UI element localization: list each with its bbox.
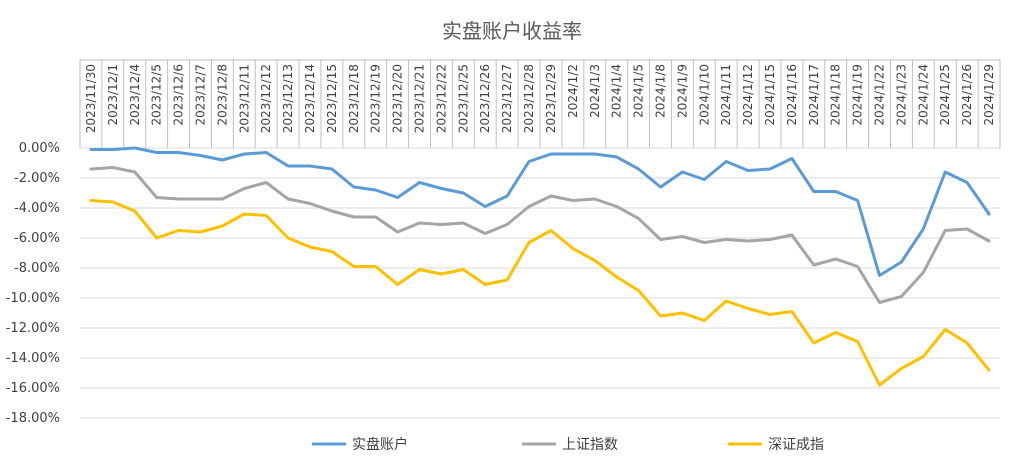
x-tick-label: 2023/12/28	[522, 64, 536, 133]
y-axis-ticks: 0.00% -2.00% -4.00% -6.00% -8.00% -10.00% -12.…	[6, 141, 60, 426]
x-tick-label: 2023/12/8	[215, 64, 229, 126]
series-line-3	[89, 199, 991, 387]
x-tick-label: 2023/12/14	[303, 64, 317, 133]
y-tick-label: -2.00%	[14, 171, 60, 186]
x-tick-label: 2024/1/2	[566, 64, 580, 118]
x-tick-label: 2024/1/18	[829, 64, 843, 126]
x-tick-label: 2023/12/21	[413, 64, 427, 133]
y-tick-label: -18.00%	[6, 411, 60, 426]
x-axis-ticks: 2023/11/30 2023/12/1 2023/12/4 2023/12/5 202…	[79, 60, 1001, 148]
x-tick-label: 2023/12/26	[478, 64, 492, 133]
x-tick-label: 2024/1/23	[894, 64, 908, 126]
x-tick-label: 2023/12/27	[500, 64, 514, 133]
x-tick-label: 2023/12/15	[325, 64, 339, 133]
legend-label: 实盘账户	[352, 436, 408, 453]
x-tick-label: 2024/1/11	[719, 64, 733, 126]
x-tick-label: 2023/11/30	[84, 64, 98, 133]
x-tick-label: 2023/12/20	[391, 64, 405, 133]
chart-title: 实盘账户收益率	[442, 19, 582, 43]
series-lines	[89, 146, 991, 387]
x-tick-label: 2024/1/26	[960, 64, 974, 126]
x-tick-label: 2023/12/25	[456, 64, 470, 133]
x-tick-label: 2023/12/13	[281, 64, 295, 133]
x-tick-label: 2024/1/10	[697, 64, 711, 126]
x-tick-label: 2024/1/22	[873, 64, 887, 126]
y-tick-label: -4.00%	[14, 201, 60, 216]
series-line-1	[89, 146, 991, 277]
x-tick-label: 2024/1/5	[632, 64, 646, 118]
x-tick-label: 2024/1/24	[916, 64, 930, 126]
y-tick-label: -12.00%	[6, 321, 60, 336]
x-tick-label: 2023/12/5	[150, 64, 164, 126]
x-tick-label: 2023/12/1	[106, 64, 120, 126]
x-tick-label: 2023/12/11	[237, 64, 251, 133]
x-tick-label: 2023/12/6	[172, 64, 186, 126]
x-tick-label: 2024/1/3	[588, 64, 602, 118]
y-tick-label: -10.00%	[6, 291, 60, 306]
y-tick-label: -8.00%	[14, 261, 60, 276]
x-tick-label: 2024/1/25	[938, 64, 952, 126]
x-tick-label: 2024/1/29	[982, 64, 996, 126]
x-tick-label: 2023/12/7	[193, 64, 207, 126]
legend-label: 深证成指	[768, 437, 824, 453]
x-tick-label: 2024/1/15	[763, 64, 777, 126]
y-tick-label: -16.00%	[6, 381, 60, 396]
x-tick-label: 2023/12/12	[259, 64, 273, 133]
y-tick-label: -14.00%	[6, 351, 60, 366]
y-tick-label: 0.00%	[19, 141, 60, 156]
x-tick-label: 2024/1/8	[653, 64, 667, 118]
x-tick-label: 2023/12/19	[369, 64, 383, 133]
series-line-2	[89, 166, 991, 304]
x-tick-label: 2024/1/9	[675, 64, 689, 118]
legend: 实盘账户 上证指数 深证成指	[312, 436, 824, 453]
x-tick-label: 2024/1/19	[851, 64, 865, 126]
x-tick-label: 2023/12/4	[128, 64, 142, 126]
x-tick-label: 2023/12/18	[347, 64, 361, 133]
x-tick-label: 2023/12/29	[544, 64, 558, 133]
x-tick-label: 2024/1/12	[741, 64, 755, 126]
y-tick-label: -6.00%	[14, 231, 60, 246]
x-tick-label: 2024/1/16	[785, 64, 799, 126]
x-tick-label: 2023/12/22	[434, 64, 448, 133]
legend-label: 上证指数	[562, 437, 618, 453]
x-tick-label: 2024/1/17	[807, 64, 821, 126]
x-tick-label: 2024/1/4	[610, 64, 624, 118]
